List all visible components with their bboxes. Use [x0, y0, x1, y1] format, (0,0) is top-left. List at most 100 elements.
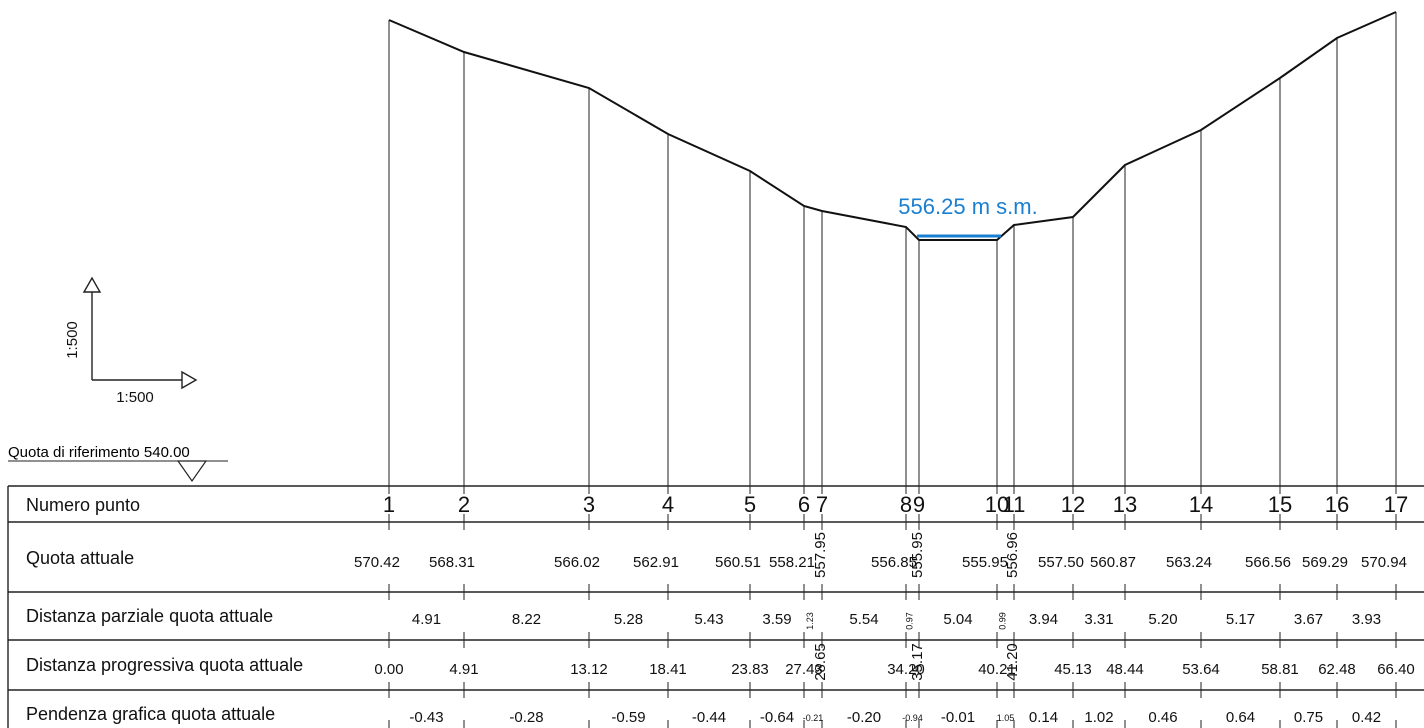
- pendenza-10: 1.05: [997, 713, 1015, 723]
- progressiva-12: 45.13: [1054, 661, 1092, 678]
- progressiva-4: 18.41: [649, 661, 687, 678]
- dist-parziale-14: 5.17: [1226, 611, 1255, 628]
- row-label-dist-parziale: Distanza parziale quota attuale: [26, 606, 273, 626]
- progressiva-2: 4.91: [449, 661, 478, 678]
- progressiva-9: 35.17: [909, 643, 926, 681]
- pendenza-6: -0.21: [803, 713, 824, 723]
- progressiva-3: 13.12: [570, 661, 608, 678]
- progressiva-13: 48.44: [1106, 661, 1144, 678]
- progressiva-7: 28.65: [812, 643, 829, 681]
- quota-8: 556.85: [871, 554, 917, 571]
- row-label-pendenza: Pendenza grafica quota attuale: [26, 704, 275, 724]
- pendenza-5: -0.64: [760, 709, 794, 726]
- pendenza-8: -0.94: [902, 713, 923, 723]
- station-lines: [388, 12, 1397, 728]
- point-number-11: 11: [1003, 492, 1026, 517]
- quota-11: 556.96: [1004, 532, 1021, 578]
- point-number-14: 14: [1189, 492, 1213, 517]
- terrain-profile: [388, 11, 1397, 241]
- dist-parziale-4: 5.43: [694, 611, 723, 628]
- point-number-13: 13: [1113, 492, 1137, 517]
- dist-parziale-9: 5.04: [943, 611, 972, 628]
- progressiva-11: 41.20: [1004, 643, 1021, 681]
- dist-parziale-12: 3.31: [1084, 611, 1113, 628]
- dist-parziale-7: 5.54: [849, 611, 878, 628]
- point-number-7: 7: [816, 492, 828, 517]
- quota-15: 566.56: [1245, 554, 1291, 571]
- point-number-6: 6: [798, 492, 810, 517]
- quota-9: 555.95: [909, 532, 926, 578]
- pendenza-15: 0.75: [1294, 709, 1323, 726]
- point-number-2: 2: [458, 492, 470, 517]
- vertical-scale-label: 1:500: [64, 321, 81, 359]
- pendenza-2: -0.28: [509, 709, 543, 726]
- point-number-16: 16: [1325, 492, 1349, 517]
- dist-parziale-1: 4.91: [412, 611, 441, 628]
- row-labels: Numero punto Quota attuale Distanza parz…: [26, 495, 303, 724]
- pendenza-1: -0.43: [409, 709, 443, 726]
- progressiva-1: 0.00: [374, 661, 403, 678]
- point-number-1: 1: [383, 492, 395, 517]
- point-number-10: 10: [985, 492, 1009, 517]
- quota-2: 568.31: [429, 554, 475, 571]
- quota-10: 555.95: [962, 554, 1008, 571]
- progressiva-8: 34.20: [887, 661, 925, 678]
- point-number-15: 15: [1268, 492, 1292, 517]
- progressiva-10: 40.21: [978, 661, 1016, 678]
- pendenza-9: -0.01: [941, 709, 975, 726]
- pendenza-3: -0.59: [611, 709, 645, 726]
- dist-parziale-16: 3.93: [1352, 611, 1381, 628]
- progressiva-6: 27.43: [785, 661, 823, 678]
- dist-parziale-11: 3.94: [1029, 611, 1058, 628]
- pendenza-13: 0.46: [1148, 709, 1177, 726]
- quota-6: 558.21: [769, 554, 815, 571]
- point-number-9: 9: [913, 492, 925, 517]
- dist-parziale-6: 1.23: [805, 612, 815, 630]
- pendenza-11: 0.14: [1029, 709, 1058, 726]
- quota-3: 566.02: [554, 554, 600, 571]
- quota-7: 557.95: [812, 532, 829, 578]
- dist-parziale-15: 3.67: [1294, 611, 1323, 628]
- quota-5: 560.51: [715, 554, 761, 571]
- quota-12: 557.50: [1038, 554, 1084, 571]
- quota-14: 563.24: [1166, 554, 1212, 571]
- row-label-numero: Numero punto: [26, 495, 140, 515]
- row-label-dist-progressiva: Distanza progressiva quota attuale: [26, 655, 303, 675]
- table-values: 1570.420.002568.314.913566.0213.124562.9…: [354, 492, 1415, 726]
- dist-parziale-2: 8.22: [512, 611, 541, 628]
- point-number-17: 17: [1384, 492, 1408, 517]
- quota-13: 560.87: [1090, 554, 1136, 571]
- pendenza-12: 1.02: [1084, 709, 1113, 726]
- pendenza-16: 0.42: [1352, 709, 1381, 726]
- point-number-8: 8: [900, 492, 912, 517]
- progressiva-15: 58.81: [1261, 661, 1299, 678]
- quota-17: 570.94: [1361, 554, 1407, 571]
- quota-4: 562.91: [633, 554, 679, 571]
- progressiva-5: 23.83: [731, 661, 769, 678]
- water-level-label: 556.25 m s.m.: [898, 194, 1037, 219]
- row-label-quota: Quota attuale: [26, 548, 134, 568]
- quota-1: 570.42: [354, 554, 400, 571]
- scale-indicator: 1:500 1:500: [64, 276, 198, 406]
- point-number-3: 3: [583, 492, 595, 517]
- point-number-12: 12: [1061, 492, 1085, 517]
- dist-parziale-13: 5.20: [1148, 611, 1177, 628]
- water-level: 556.25 m s.m.: [898, 194, 1038, 238]
- progressiva-17: 66.40: [1377, 661, 1415, 678]
- reference-marker: Quota di riferimento 540.00: [8, 444, 228, 483]
- pendenza-14: 0.64: [1226, 709, 1255, 726]
- reference-label: Quota di riferimento 540.00: [8, 444, 190, 461]
- dist-parziale-3: 5.28: [614, 611, 643, 628]
- dist-parziale-8: 0.97: [905, 612, 915, 630]
- point-number-4: 4: [662, 492, 674, 517]
- quota-16: 569.29: [1302, 554, 1348, 571]
- progressiva-14: 53.64: [1182, 661, 1220, 678]
- progressiva-16: 62.48: [1318, 661, 1356, 678]
- data-table-frame: [7, 485, 1424, 728]
- pendenza-4: -0.44: [692, 709, 726, 726]
- horizontal-scale-label: 1:500: [116, 389, 154, 406]
- pendenza-7: -0.20: [847, 709, 881, 726]
- dist-parziale-5: 3.59: [762, 611, 791, 628]
- point-number-5: 5: [744, 492, 756, 517]
